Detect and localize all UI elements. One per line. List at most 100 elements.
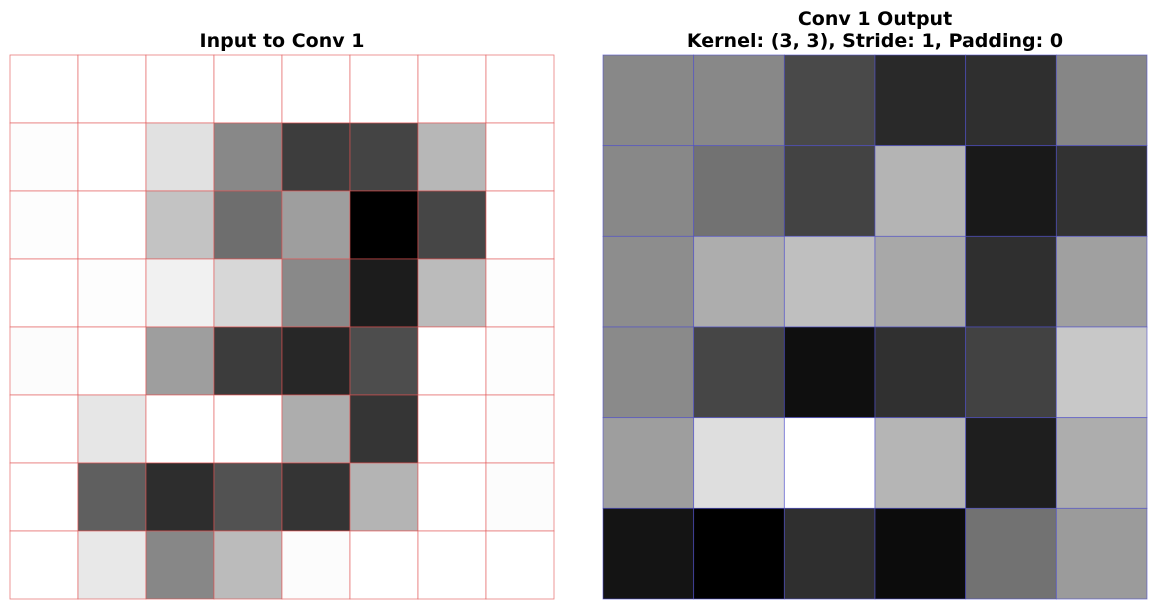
input-heatmap-panel: Input to Conv 1 (9, 30, 555, 600)
input-heatmap-title: Input to Conv 1 (199, 30, 365, 52)
output-heatmap-title: Conv 1 Output Kernel: (3, 3), Stride: 1,… (686, 8, 1064, 52)
input-cell-r1-c7 (485, 122, 555, 192)
input-cell-r3-c5 (349, 258, 419, 328)
output-cell-r4-c5 (1055, 417, 1148, 509)
output-cell-r5-c1 (693, 507, 785, 600)
output-cell-r3-c2 (783, 326, 876, 419)
input-cell-r2-c2 (145, 190, 215, 260)
output-cell-r4-c4 (965, 417, 1057, 509)
output-cell-r0-c2 (783, 54, 876, 147)
output-cell-r3-c5 (1055, 326, 1148, 419)
input-cell-r2-c4 (281, 190, 351, 260)
input-cell-r7-c4 (281, 530, 351, 600)
input-cell-r5-c4 (281, 394, 351, 464)
input-cell-r1-c0 (9, 122, 79, 192)
input-cell-r2-c5 (349, 190, 419, 260)
input-cell-r7-c3 (213, 530, 283, 600)
output-heatmap (602, 54, 1148, 600)
input-cell-r5-c3 (213, 394, 283, 464)
output-cell-r3-c4 (965, 326, 1057, 419)
input-cell-r1-c3 (213, 122, 283, 192)
input-cell-r6-c0 (9, 462, 79, 532)
output-cell-r1-c1 (693, 145, 785, 237)
output-cell-r5-c4 (965, 507, 1057, 600)
input-cell-r6-c5 (349, 462, 419, 532)
input-cell-r4-c1 (77, 326, 147, 396)
input-cell-r6-c6 (417, 462, 487, 532)
input-cell-r3-c2 (145, 258, 215, 328)
output-cell-r3-c1 (693, 326, 785, 419)
input-cell-r5-c6 (417, 394, 487, 464)
input-cell-r4-c4 (281, 326, 351, 396)
input-cell-r1-c6 (417, 122, 487, 192)
input-cell-r5-c1 (77, 394, 147, 464)
input-cell-r6-c3 (213, 462, 283, 532)
output-cell-r0-c4 (965, 54, 1057, 147)
output-cell-r3-c0 (602, 326, 695, 419)
input-cell-r2-c6 (417, 190, 487, 260)
output-cell-r5-c2 (783, 507, 876, 600)
output-cell-r0-c5 (1055, 54, 1148, 147)
input-cell-r7-c6 (417, 530, 487, 600)
output-cell-r2-c0 (602, 235, 695, 328)
output-cell-r3-c3 (874, 326, 967, 419)
input-cell-r1-c4 (281, 122, 351, 192)
input-cell-r0-c2 (145, 54, 215, 124)
input-cell-r6-c1 (77, 462, 147, 532)
input-cell-r2-c7 (485, 190, 555, 260)
input-cell-r0-c5 (349, 54, 419, 124)
input-cell-r2-c1 (77, 190, 147, 260)
input-cell-r0-c3 (213, 54, 283, 124)
input-cell-r6-c7 (485, 462, 555, 532)
input-cell-r2-c0 (9, 190, 79, 260)
input-heatmap (9, 54, 555, 600)
input-cell-r3-c6 (417, 258, 487, 328)
input-cell-r0-c4 (281, 54, 351, 124)
output-heatmap-panel: Conv 1 Output Kernel: (3, 3), Stride: 1,… (578, 0, 1156, 609)
output-cell-r0-c1 (693, 54, 785, 147)
input-cell-r4-c0 (9, 326, 79, 396)
input-cell-r3-c3 (213, 258, 283, 328)
input-cell-r6-c2 (145, 462, 215, 532)
input-cell-r7-c5 (349, 530, 419, 600)
output-cell-r1-c0 (602, 145, 695, 237)
output-cell-r2-c2 (783, 235, 876, 328)
output-cell-r2-c3 (874, 235, 967, 328)
input-cell-r2-c3 (213, 190, 283, 260)
input-cell-r3-c1 (77, 258, 147, 328)
input-cell-r3-c4 (281, 258, 351, 328)
input-cell-r7-c0 (9, 530, 79, 600)
input-cell-r5-c0 (9, 394, 79, 464)
input-cell-r7-c7 (485, 530, 555, 600)
input-cell-r4-c5 (349, 326, 419, 396)
input-cell-r3-c7 (485, 258, 555, 328)
output-cell-r5-c0 (602, 507, 695, 600)
input-cell-r5-c2 (145, 394, 215, 464)
input-cell-r5-c7 (485, 394, 555, 464)
input-cell-r4-c2 (145, 326, 215, 396)
input-cell-r1-c2 (145, 122, 215, 192)
output-cell-r4-c1 (693, 417, 785, 509)
input-cell-r5-c5 (349, 394, 419, 464)
input-cell-r1-c1 (77, 122, 147, 192)
output-cell-r1-c3 (874, 145, 967, 237)
output-cell-r2-c5 (1055, 235, 1148, 328)
output-cell-r4-c0 (602, 417, 695, 509)
output-cell-r2-c1 (693, 235, 785, 328)
output-cell-r1-c5 (1055, 145, 1148, 237)
output-cell-r5-c5 (1055, 507, 1148, 600)
output-cell-r0-c0 (602, 54, 695, 147)
input-cell-r0-c1 (77, 54, 147, 124)
input-cell-r7-c1 (77, 530, 147, 600)
input-cell-r3-c0 (9, 258, 79, 328)
output-cell-r4-c3 (874, 417, 967, 509)
output-cell-r0-c3 (874, 54, 967, 147)
input-cell-r7-c2 (145, 530, 215, 600)
output-cell-r2-c4 (965, 235, 1057, 328)
input-cell-r4-c7 (485, 326, 555, 396)
input-cell-r4-c6 (417, 326, 487, 396)
output-cell-r1-c4 (965, 145, 1057, 237)
output-cell-r1-c2 (783, 145, 876, 237)
output-cell-r5-c3 (874, 507, 967, 600)
input-cell-r0-c7 (485, 54, 555, 124)
